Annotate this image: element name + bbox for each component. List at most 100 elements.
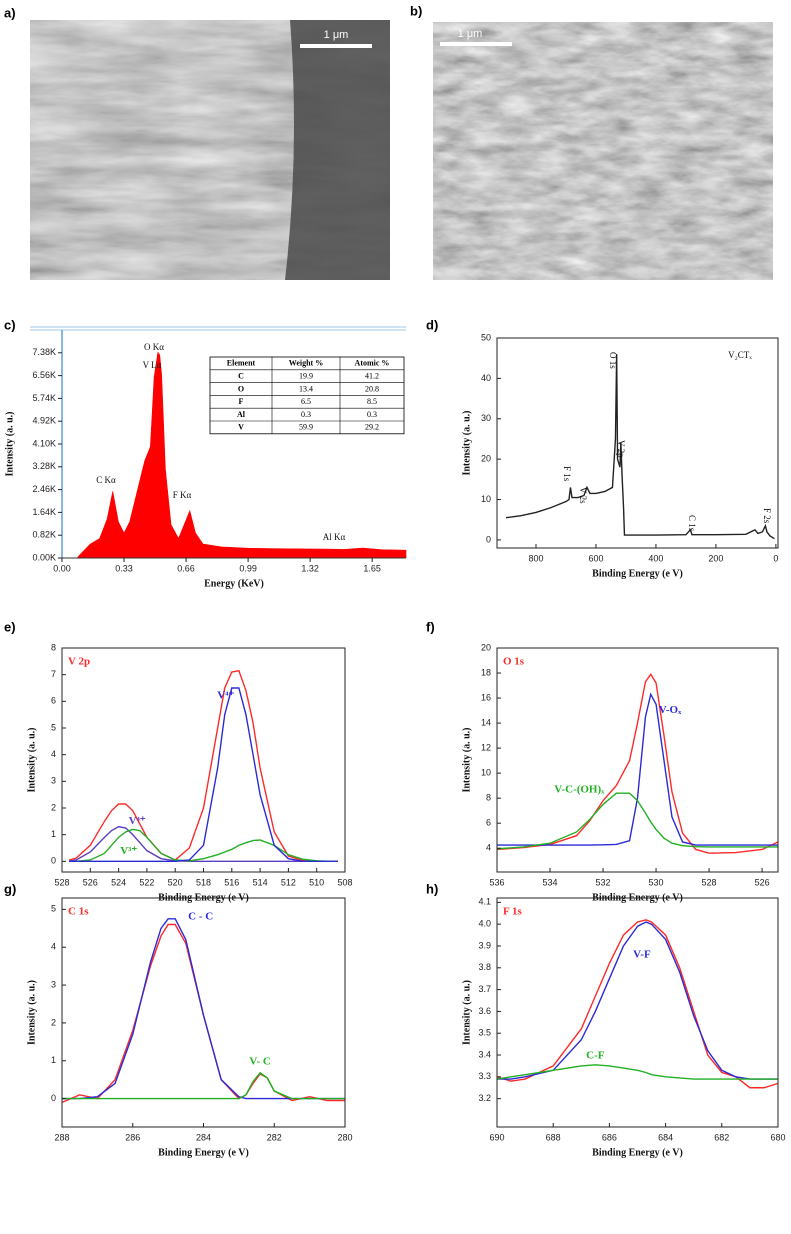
x-axis-label: Energy (KeV) [204, 578, 264, 589]
panel-label: b) [410, 3, 422, 18]
x-tick-label: 200 [708, 553, 723, 563]
annotation: V Lα [143, 360, 162, 370]
table-cell: Al [237, 410, 246, 419]
x-tick-label: 680 [770, 1132, 785, 1142]
y-tick-label: 8 [486, 793, 491, 803]
series-label: C-F [586, 1049, 605, 1061]
y-tick-label: 40 [481, 373, 491, 383]
y-tick-label: 12 [481, 742, 491, 752]
y-tick-label: 20 [481, 642, 491, 652]
y-tick-label: 10 [481, 768, 491, 778]
y-tick-label: 3.9 [478, 940, 491, 950]
chart-title: O 1s [503, 656, 525, 668]
y-tick-label: 2 [51, 1017, 56, 1027]
x-tick-label: 0.99 [239, 563, 257, 573]
y-tick-label: 7.38K [32, 347, 56, 357]
table-cell: 41.2 [365, 372, 379, 381]
y-tick-label: 3.28K [32, 461, 56, 471]
y-tick-label: 4.0 [478, 919, 491, 929]
x-axis-label: Binding Energy (e V) [158, 1147, 249, 1158]
y-tick-label: 1.64K [32, 507, 56, 517]
table-cell: C [238, 372, 244, 381]
y-tick-label: 6 [51, 696, 56, 706]
series-label: V-F [633, 949, 651, 961]
x-tick-label: 690 [489, 1132, 504, 1142]
panel-label: a) [4, 5, 16, 20]
spectrum-line [69, 828, 338, 863]
x-tick-label: 686 [602, 1132, 617, 1142]
x-tick-label: 526 [83, 877, 98, 887]
x-tick-label: 520 [168, 877, 183, 887]
y-tick-label: 0.82K [32, 530, 56, 540]
x-tick-label: 0 [773, 553, 778, 563]
x-tick-label: 512 [281, 877, 296, 887]
x-tick-label: 514 [253, 877, 268, 887]
chart-panel: e)V⁴⁺V³⁺V⁴⁺528 526 524 522 520 518 516 514 512 51… [4, 619, 353, 903]
annotation: O 1s [608, 352, 618, 369]
spectrum-line [68, 825, 338, 863]
y-tick-label: 0 [51, 1093, 56, 1103]
y-tick-label: 3.2 [478, 1093, 491, 1103]
y-axis-label: Intensity (a. u.) [461, 980, 472, 1045]
y-tick-label: 0.00K [32, 552, 56, 562]
panel-label: d) [426, 317, 438, 332]
series-label: V⁴⁺ [217, 690, 234, 702]
y-tick-label: 3.8 [478, 962, 491, 972]
x-tick-label: 1.65 [363, 563, 381, 573]
chart-panel: g) C - C V- C 288 286 284 282 280 0 1 2 3 4 5 Binding … [4, 881, 353, 1158]
scale-bar-label: 1 μm [458, 28, 483, 40]
series-label: V-Oₓ [659, 704, 682, 716]
plot-frame [496, 337, 779, 549]
series-label: V⁴⁺ [129, 815, 146, 827]
x-tick-label: 284 [196, 1132, 211, 1142]
y-tick-label: 4 [51, 749, 56, 759]
x-axis-label: Binding Energy (e V) [592, 1147, 683, 1158]
table-cell: 19.9 [299, 372, 313, 381]
table-cell: 8.5 [367, 397, 377, 406]
table-cell: Weight % [289, 359, 323, 368]
plot-frame [496, 647, 779, 873]
series-label: V-C-(OH)ₓ [554, 784, 605, 796]
x-tick-label: 282 [267, 1132, 282, 1142]
panel-label: c) [4, 317, 16, 332]
x-tick-label: 522 [139, 877, 154, 887]
spectrum-line [496, 673, 779, 854]
annotation: F Kα [173, 490, 192, 500]
x-tick-label: 526 [755, 877, 770, 887]
y-tick-label: 0 [486, 534, 491, 544]
y-tick-label: 4.92K [32, 416, 56, 426]
x-tick-label: 0.00 [53, 563, 71, 573]
annotation: V₂CTₓ [728, 350, 752, 360]
table-cell: O [238, 384, 244, 393]
table-cell: Element [227, 359, 256, 368]
scale-bar-label: 1 μm [324, 29, 349, 41]
spectrum-line [62, 918, 345, 1100]
table-cell: 0.3 [367, 410, 377, 419]
y-tick-label: 1 [51, 829, 56, 839]
x-tick-label: 516 [224, 877, 239, 887]
y-tick-label: 50 [481, 332, 491, 342]
y-tick-label: 1 [51, 1055, 56, 1065]
table-cell: 13.4 [299, 384, 313, 393]
table-cell: 0.3 [301, 410, 311, 419]
y-tick-label: 5.74K [32, 393, 56, 403]
y-tick-label: 3 [51, 979, 56, 989]
y-axis-label: Intensity (a. u.) [4, 411, 15, 476]
y-tick-label: 2.46K [32, 484, 56, 494]
y-tick-label: 3.5 [478, 1028, 491, 1038]
x-tick-label: 280 [337, 1132, 352, 1142]
spectrum-line [69, 687, 338, 863]
series-label: V- C [249, 1055, 271, 1067]
y-tick-label: 3.6 [478, 1006, 491, 1016]
x-tick-label: 682 [714, 1132, 729, 1142]
table-cell: 59.9 [299, 423, 313, 432]
spectrum-line [505, 354, 775, 540]
x-tick-label: 1.32 [301, 563, 319, 573]
x-tick-label: 532 [596, 877, 611, 887]
table-cell: F [239, 397, 244, 406]
x-tick-label: 688 [546, 1132, 561, 1142]
x-tick-label: 524 [111, 877, 126, 887]
y-tick-label: 30 [481, 413, 491, 423]
x-tick-label: 800 [528, 553, 543, 563]
